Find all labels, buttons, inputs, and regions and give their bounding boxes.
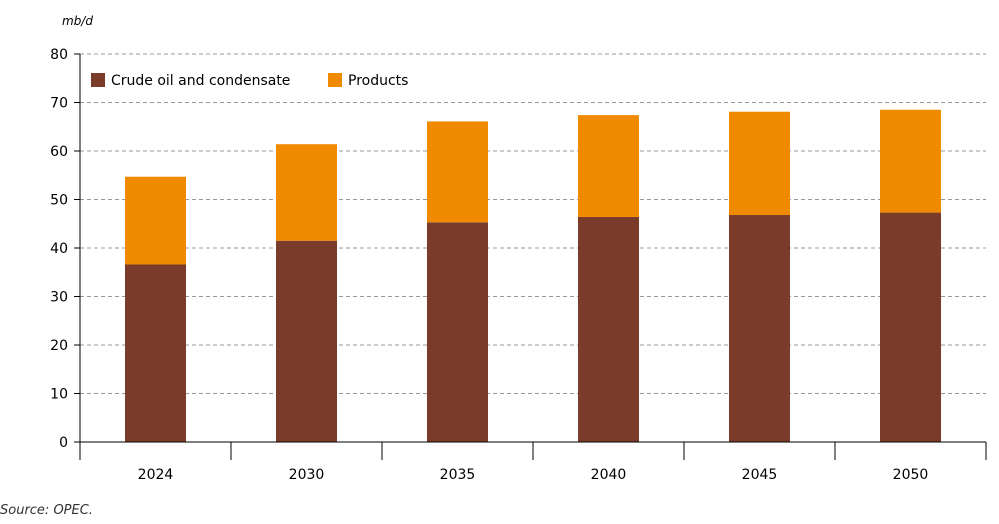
bar-products-2045 <box>729 111 790 216</box>
x-tick-label: 2040 <box>591 467 627 483</box>
x-tick-label: 2035 <box>440 467 476 483</box>
bar-crude-2040 <box>578 216 639 442</box>
bar-products-2024 <box>125 176 186 265</box>
bar-products-2030 <box>276 144 337 241</box>
legend: Crude oil and condensate Products <box>91 73 408 89</box>
y-tick-label: 10 <box>50 387 68 403</box>
y-tick-label: 50 <box>50 193 68 209</box>
bar-crude-2030 <box>276 240 337 442</box>
x-tick-label: 2030 <box>289 467 325 483</box>
bar-products-2050 <box>880 109 941 213</box>
y-tick-label: 0 <box>59 435 68 451</box>
legend-swatch-products <box>328 73 342 87</box>
y-axis-unit-label: mb/d <box>62 14 93 28</box>
bar-crude-2045 <box>729 215 790 442</box>
bar-crude-2035 <box>427 222 488 442</box>
y-tick-label: 80 <box>50 47 68 63</box>
source-note: Source: OPEC. <box>0 503 93 518</box>
x-tick-label: 2045 <box>742 467 778 483</box>
legend-label: Products <box>348 73 408 89</box>
y-tick-label: 30 <box>50 290 68 306</box>
y-tick-label: 60 <box>50 144 68 160</box>
x-tick-label: 2024 <box>138 467 174 483</box>
bars <box>125 109 941 442</box>
legend-label: Crude oil and condensate <box>111 73 290 89</box>
gridlines <box>80 53 986 394</box>
y-tick-label: 70 <box>50 96 68 112</box>
bar-crude-2050 <box>880 212 941 442</box>
x-tick-label: 2050 <box>893 467 929 483</box>
legend-swatch-crude <box>91 73 105 87</box>
y-tick-label: 20 <box>50 338 68 354</box>
bar-crude-2024 <box>125 264 186 442</box>
y-tick-label: 40 <box>50 241 68 257</box>
bar-products-2040 <box>578 115 639 217</box>
bar-products-2035 <box>427 121 488 223</box>
